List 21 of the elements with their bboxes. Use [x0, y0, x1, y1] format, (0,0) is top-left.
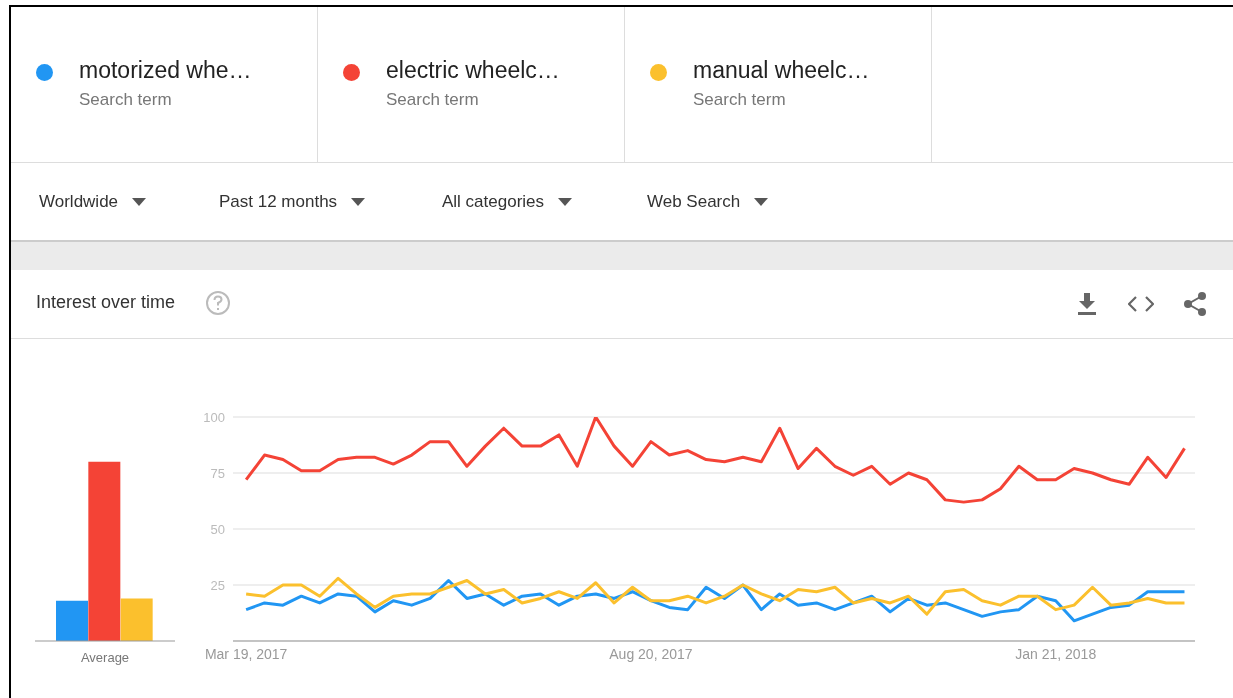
- text: Worldwide: [39, 191, 119, 212]
- text: Past 12 months: [219, 191, 338, 212]
- x-tick-label: Aug 20, 2017: [609, 645, 693, 662]
- y-tick-label: 100: [203, 409, 225, 425]
- x-tick-label: Jan 21, 2018: [1015, 645, 1097, 662]
- legend-label: motorized whe…: [79, 57, 252, 84]
- y-tick-label: 25: [210, 577, 225, 593]
- legend-label: manual wheelc…: [693, 57, 870, 84]
- x-tick-label: Mar 19, 2017: [204, 645, 288, 662]
- text: Search term: [386, 90, 479, 110]
- line-series: [244, 417, 1186, 504]
- legend-label: electric wheelc…: [386, 57, 560, 84]
- line-series: [244, 576, 1186, 616]
- text: Search term: [79, 90, 172, 110]
- text: Search term: [693, 90, 786, 110]
- chart-title: Interest over time: [36, 292, 176, 313]
- text: Web Search: [647, 191, 741, 212]
- x-axis-title: Average: [80, 650, 130, 665]
- y-tick-label: 50: [210, 521, 225, 537]
- text: All categories: [442, 191, 545, 212]
- y-tick-label: 75: [210, 465, 225, 481]
